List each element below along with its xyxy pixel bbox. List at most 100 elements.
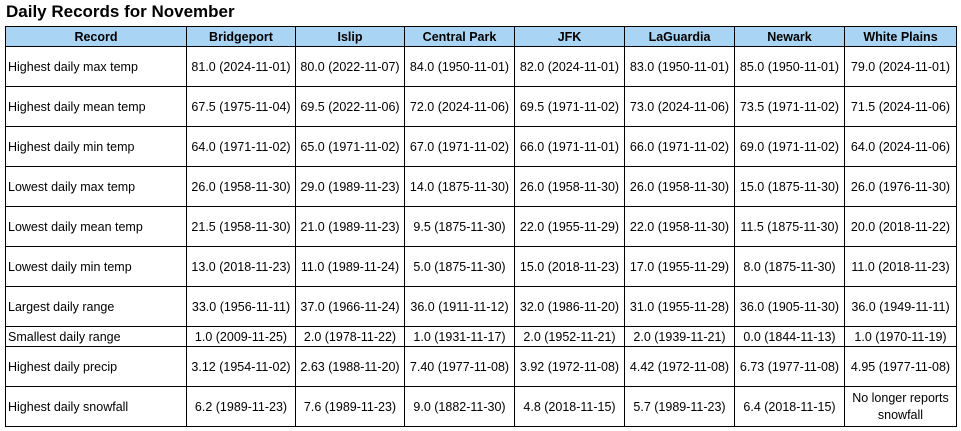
cell: 7.6 (1989-11-23): [295, 386, 405, 427]
cell: 4.42 (1972-11-08): [624, 346, 735, 387]
cell: 2.0 (1978-11-22): [295, 326, 405, 347]
header-row: Record Bridgeport Islip Central Park JFK LaGu…: [5, 26, 957, 47]
column-header: White Plains: [844, 26, 957, 47]
cell: 67.5 (1975-11-04): [186, 86, 296, 127]
cell: 3.92 (1972-11-08): [514, 346, 625, 387]
cell: 9.5 (1875-11-30): [404, 206, 515, 247]
cell: 32.0 (1986-11-20): [514, 286, 625, 327]
cell: 72.0 (2024-11-06): [404, 86, 515, 127]
cell: 2.0 (1939-11-21): [624, 326, 735, 347]
cell: 6.73 (1977-11-08): [734, 346, 845, 387]
cell: 6.2 (1989-11-23): [186, 386, 296, 427]
cell: 31.0 (1955-11-28): [624, 286, 735, 327]
cell: 3.12 (1954-11-02): [186, 346, 296, 387]
cell: 15.0 (2018-11-23): [514, 246, 625, 287]
cell: 73.5 (1971-11-02): [734, 86, 845, 127]
cell: 4.8 (2018-11-15): [514, 386, 625, 427]
row-label: Highest daily snowfall: [5, 386, 187, 427]
cell: 1.0 (2009-11-25): [186, 326, 296, 347]
table-row: Highest daily mean temp 67.5 (1975-11-04)…: [5, 86, 957, 127]
row-label: Highest daily max temp: [5, 46, 187, 87]
cell: 1.0 (1970-11-19): [844, 326, 957, 347]
cell: 79.0 (2024-11-01): [844, 46, 957, 87]
cell: 26.0 (1958-11-30): [186, 166, 296, 207]
cell: 66.0 (1971-11-02): [624, 126, 735, 167]
column-header: Record: [5, 26, 187, 47]
cell: 22.0 (1958-11-30): [624, 206, 735, 247]
cell: 67.0 (1971-11-02): [404, 126, 515, 167]
cell: 81.0 (2024-11-01): [186, 46, 296, 87]
cell: 36.0 (1949-11-11): [844, 286, 957, 327]
cell: 33.0 (1956-11-11): [186, 286, 296, 327]
cell: 69.5 (1971-11-02): [514, 86, 625, 127]
table-row: Highest daily snowfall 6.2 (1989-11-23) 7.…: [5, 386, 957, 427]
table-row: Lowest daily min temp 13.0 (2018-11-23) 11…: [5, 246, 957, 287]
column-header: Newark: [734, 26, 845, 47]
cell: 26.0 (1958-11-30): [514, 166, 625, 207]
cell: 22.0 (1955-11-29): [514, 206, 625, 247]
row-label: Highest daily min temp: [5, 126, 187, 167]
cell: 2.0 (1952-11-21): [514, 326, 625, 347]
cell: 65.0 (1971-11-02): [295, 126, 405, 167]
cell: 4.95 (1977-11-08): [844, 346, 957, 387]
column-header: JFK: [514, 26, 625, 47]
cell: 21.0 (1989-11-23): [295, 206, 405, 247]
cell: 29.0 (1989-11-23): [295, 166, 405, 207]
cell: 6.4 (2018-11-15): [734, 386, 845, 427]
cell: 15.0 (1875-11-30): [734, 166, 845, 207]
cell: 5.0 (1875-11-30): [404, 246, 515, 287]
cell: No longer reports snowfall: [844, 386, 957, 427]
table-row: Highest daily max temp 81.0 (2024-11-01) 8…: [5, 46, 957, 87]
title: Daily Records for November: [6, 2, 235, 21]
cell: 21.5 (1958-11-30): [186, 206, 296, 247]
table-row: Highest daily precip 3.12 (1954-11-02) 2.6…: [5, 346, 957, 387]
cell: 13.0 (2018-11-23): [186, 246, 296, 287]
records-table: Record Bridgeport Islip Central Park JFK LaGu…: [5, 26, 957, 427]
cell: 11.0 (2018-11-23): [844, 246, 957, 287]
column-header: Islip: [295, 26, 405, 47]
cell: 20.0 (2018-11-22): [844, 206, 957, 247]
cell: 64.0 (1971-11-02): [186, 126, 296, 167]
cell: 9.0 (1882-11-30): [404, 386, 515, 427]
cell: 85.0 (1950-11-01): [734, 46, 845, 87]
table-row: Highest daily min temp 64.0 (1971-11-02) 6…: [5, 126, 957, 167]
cell: 0.0 (1844-11-13): [734, 326, 845, 347]
cell: 26.0 (1958-11-30): [624, 166, 735, 207]
cell: 84.0 (1950-11-01): [404, 46, 515, 87]
column-header: Central Park: [404, 26, 515, 47]
cell: 69.0 (1971-11-02): [734, 126, 845, 167]
column-header: Bridgeport: [186, 26, 296, 47]
row-label: Largest daily range: [5, 286, 187, 327]
cell: 26.0 (1976-11-30): [844, 166, 957, 207]
cell: 7.40 (1977-11-08): [404, 346, 515, 387]
row-label: Highest daily precip: [5, 346, 187, 387]
row-label: Smallest daily range: [5, 326, 187, 347]
row-label: Lowest daily min temp: [5, 246, 187, 287]
table-row: Largest daily range 33.0 (1956-11-11) 37.0…: [5, 286, 957, 327]
cell: 36.0 (1911-11-12): [404, 286, 515, 327]
cell: 8.0 (1875-11-30): [734, 246, 845, 287]
cell: 5.7 (1989-11-23): [624, 386, 735, 427]
cell: 11.5 (1875-11-30): [734, 206, 845, 247]
cell: 82.0 (2024-11-01): [514, 46, 625, 87]
cell: 14.0 (1875-11-30): [404, 166, 515, 207]
cell: 80.0 (2022-11-07): [295, 46, 405, 87]
cell: 66.0 (1971-11-01): [514, 126, 625, 167]
cell: 17.0 (1955-11-29): [624, 246, 735, 287]
cell: 83.0 (1950-11-01): [624, 46, 735, 87]
row-label: Lowest daily mean temp: [5, 206, 187, 247]
cell: 37.0 (1966-11-24): [295, 286, 405, 327]
cell: 69.5 (2022-11-06): [295, 86, 405, 127]
cell: 64.0 (2024-11-06): [844, 126, 957, 167]
cell: 11.0 (1989-11-24): [295, 246, 405, 287]
row-label: Lowest daily max temp: [5, 166, 187, 207]
table-row: Lowest daily max temp 26.0 (1958-11-30) 29…: [5, 166, 957, 207]
cell: 1.0 (1931-11-17): [404, 326, 515, 347]
table-row: Lowest daily mean temp 21.5 (1958-11-30) 2…: [5, 206, 957, 247]
cell: 2.63 (1988-11-20): [295, 346, 405, 387]
column-header: LaGuardia: [624, 26, 735, 47]
table-row: Smallest daily range 1.0 (2009-11-25) 2.0 …: [5, 326, 957, 347]
table-body: Highest daily max temp 81.0 (2024-11-01) 8…: [5, 46, 957, 427]
row-label: Highest daily mean temp: [5, 86, 187, 127]
